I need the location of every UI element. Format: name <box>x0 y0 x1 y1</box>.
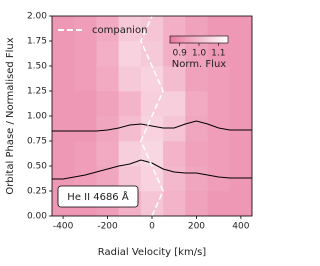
heatmap-cell <box>185 91 208 117</box>
heatmap-cell <box>74 91 97 117</box>
y-tick-label: 0.25 <box>27 187 47 197</box>
heatmap-cell <box>163 141 186 167</box>
heatmap-cell <box>185 116 208 142</box>
heatmap-cell <box>163 41 186 67</box>
heatmap-cell <box>229 66 253 92</box>
heatmap-cell <box>229 191 253 217</box>
heatmap-cell <box>207 141 231 167</box>
heatmap-cell <box>118 116 142 142</box>
heatmap-cell <box>185 141 208 167</box>
heatmap-cell <box>74 116 97 142</box>
heatmap-cell <box>52 41 75 67</box>
heatmap-cell <box>229 116 253 142</box>
heatmap-cell <box>96 141 119 167</box>
heatmap-cell <box>229 16 253 42</box>
heatmap-cell <box>74 16 97 42</box>
y-tick-label: 0.50 <box>27 162 47 172</box>
heatmap-cell <box>52 116 75 142</box>
chart: Radial Velocity [km/s] Orbital Phase / N… <box>5 12 253 258</box>
legend-label: companion <box>92 25 147 36</box>
heatmap-cell <box>52 91 75 117</box>
x-axis-label: Radial Velocity [km/s] <box>98 247 206 258</box>
colorbar-tick-label: 1.1 <box>211 49 225 59</box>
y-tick-label: 0.75 <box>27 137 47 147</box>
y-tick-label: 2.00 <box>27 12 47 22</box>
heatmap-cell <box>96 91 119 117</box>
heatmap-cell <box>229 91 253 117</box>
heatmap-cell <box>74 166 97 192</box>
x-tick-label: -400 <box>53 222 74 232</box>
heatmap-cell <box>96 66 119 92</box>
y-tick-label: 1.25 <box>27 87 47 97</box>
heatmap-cell <box>140 191 164 217</box>
heatmap-cell <box>140 166 164 192</box>
line-profile <box>52 120 252 132</box>
overlay <box>52 15 252 217</box>
heatmap-cell <box>118 16 142 42</box>
heatmap-cell <box>140 16 164 42</box>
heatmap-cell <box>185 191 208 217</box>
companion-line <box>140 15 164 217</box>
heatmap-cell <box>118 41 142 67</box>
x-tick-label: 0 <box>149 222 155 232</box>
y-tick-label: 0.00 <box>27 212 47 222</box>
heatmap-cell <box>140 116 164 142</box>
heatmap-cell <box>185 41 208 67</box>
annotation-box <box>57 185 139 208</box>
heatmap-cell <box>140 41 164 67</box>
colorbar-tick-label: 0.9 <box>173 49 188 59</box>
heatmap-cell <box>229 166 253 192</box>
heatmap-cell <box>52 66 75 92</box>
heatmap-cell <box>118 91 142 117</box>
y-axis-label: Orbital Phase / Normalised Flux <box>5 37 16 194</box>
heatmap-cell <box>207 166 231 192</box>
heatmap-cell <box>185 16 208 42</box>
heatmap-cell <box>140 66 164 92</box>
heatmap-cell <box>163 116 186 142</box>
heatmap-cell <box>207 66 231 92</box>
heatmap-cell <box>207 16 231 42</box>
y-tick-label: 1.00 <box>27 112 47 122</box>
heatmap-cell <box>207 191 231 217</box>
heatmap-cell <box>163 191 186 217</box>
colorbar-tick-label: 1.0 <box>192 49 207 59</box>
heatmap-cell <box>185 166 208 192</box>
heatmap-cell <box>229 141 253 167</box>
y-tick-label: 1.50 <box>27 62 47 72</box>
heatmap-cell <box>207 41 231 67</box>
heatmap-cell <box>118 141 142 167</box>
heatmap-cell <box>118 166 142 192</box>
heatmap-cell <box>163 16 186 42</box>
x-tick-label: 400 <box>232 222 249 232</box>
heatmap-cell <box>140 91 164 117</box>
heatmap-cell <box>74 66 97 92</box>
heatmap-cell <box>140 141 164 167</box>
heatmap-cell <box>52 16 75 42</box>
line-profile <box>52 159 252 180</box>
heatmap-cell <box>96 41 119 67</box>
annotation: He II 4686 Å <box>67 190 129 203</box>
heatmap-cell <box>118 66 142 92</box>
heatmap-cell <box>163 91 186 117</box>
heatmap <box>52 16 253 217</box>
x-tick-label: -200 <box>97 222 118 232</box>
heatmap-cell <box>207 116 231 142</box>
heatmap-cell <box>185 66 208 92</box>
heatmap-cell <box>96 16 119 42</box>
heatmap-cell <box>96 166 119 192</box>
heatmap-cell <box>74 141 97 167</box>
heatmap-cell <box>74 41 97 67</box>
x-tick-label: 200 <box>188 222 205 232</box>
heatmap-cell <box>52 141 75 167</box>
heatmap-cell <box>163 66 186 92</box>
y-tick-label: 1.75 <box>27 37 47 47</box>
colorbar-label: Norm. Flux <box>172 59 227 70</box>
heatmap-cell <box>96 116 119 142</box>
colorbar <box>169 35 229 44</box>
heatmap-cell <box>207 91 231 117</box>
page: Radial Velocity [km/s] Orbital Phase / N… <box>5 11 253 258</box>
heatmap-cell <box>229 41 253 67</box>
